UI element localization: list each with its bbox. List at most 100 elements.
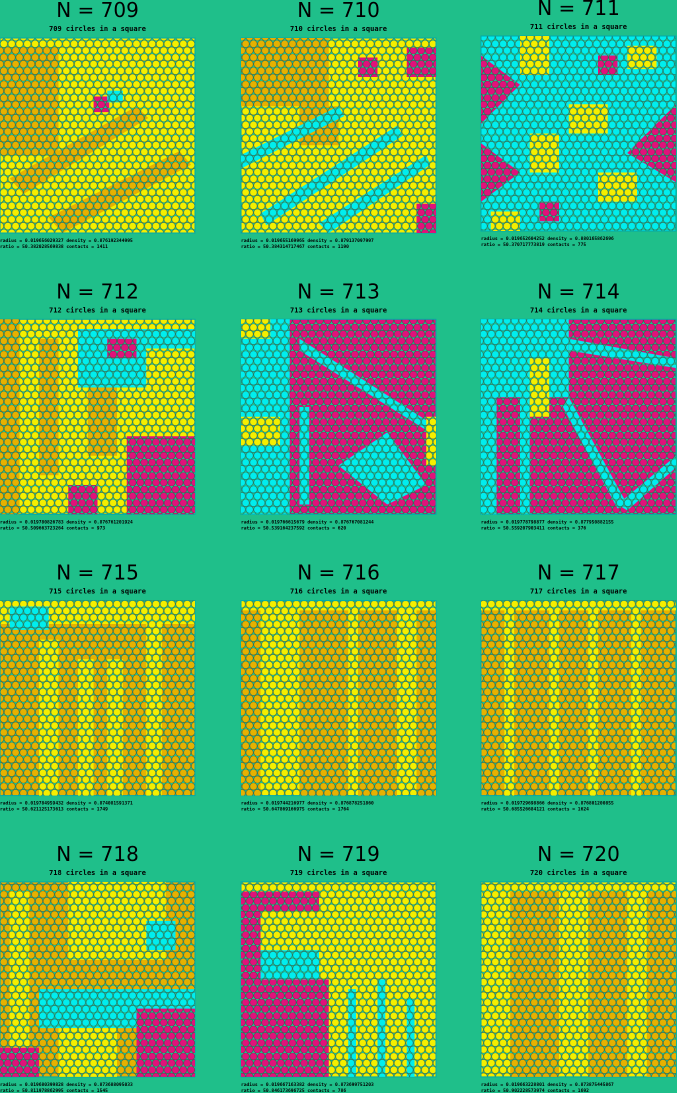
panel-title: N = 717 [537, 561, 620, 585]
circle-region [549, 600, 559, 796]
circle-region [481, 600, 676, 611]
panel: N = 714 714 circles in a square radius = 0… [480, 279, 677, 531]
stats-line: radius = 0.019784959432 density = 0.8740… [0, 801, 133, 807]
stats-line: ratio = 50.811978862995 contacts = 1545 [0, 1088, 108, 1093]
circle-region [416, 610, 436, 796]
circle-region [490, 211, 520, 231]
circle-region [481, 143, 520, 202]
circle-region [0, 1047, 39, 1077]
circle-region [260, 125, 403, 226]
panel: N = 709 709 circles in a square radius = 0… [0, 0, 196, 250]
circle-region [9, 891, 30, 1068]
panel-title: N = 715 [56, 561, 139, 585]
panel: N = 719 719 circles in a square radius = 0… [240, 842, 437, 1093]
stats-line: ratio = 50.685526684121 contacts = 1624 [481, 807, 589, 813]
circle-region [241, 610, 261, 796]
circle-region [146, 329, 195, 349]
circle-region [0, 47, 59, 155]
circle-region [588, 600, 598, 796]
packing-square [0, 600, 196, 797]
stats-line: ratio = 50.539164237592 contacts = 620 [241, 525, 346, 531]
circle-region [481, 319, 569, 398]
panel-title: N = 718 [56, 842, 139, 866]
circle-region [58, 1028, 117, 1077]
panel: N = 715 715 circles in a square radius = 0… [0, 561, 196, 813]
circle-region [520, 397, 530, 515]
circle-region [93, 96, 110, 113]
circle-region [481, 397, 497, 515]
circle-region [107, 338, 137, 359]
panel-title: N = 714 [537, 279, 620, 303]
circle-region [588, 891, 628, 1077]
panel-subtitle: 712 circles in a square [49, 306, 146, 314]
circle-region [406, 47, 436, 77]
stats-line: radius = 0.019778798877 density = 0.8779… [481, 519, 614, 525]
circle-region [241, 319, 271, 339]
panel-subtitle: 714 circles in a square [530, 306, 627, 314]
panel-title: N = 710 [297, 0, 380, 22]
circle-region [260, 891, 319, 912]
panel: N = 713 713 circles in a square radius = 0… [240, 279, 437, 531]
circle-region [504, 600, 515, 796]
panel: N = 717 717 circles in a square radius = 0… [480, 561, 677, 813]
panel-title: N = 720 [537, 842, 620, 866]
stats-line: radius = 0.019652604252 density = 0.8801… [481, 236, 614, 242]
stats-line: radius = 0.019780826783 density = 0.8767… [0, 519, 133, 525]
circle-region [510, 891, 559, 1077]
circle-region [416, 203, 436, 233]
stats-line: radius = 0.019655169965 density = 0.8791… [241, 238, 374, 244]
circle-region [39, 338, 59, 476]
panel-title: N = 716 [297, 561, 380, 585]
circle-region [260, 950, 319, 980]
stats-line: radius = 0.019729698866 density = 0.8768… [481, 801, 614, 807]
panel-subtitle: 719 circles in a square [290, 869, 387, 877]
stats-line: radius = 0.019656029327 density = 0.8761… [0, 238, 133, 244]
circle-region [39, 639, 59, 796]
panel-subtitle: 709 circles in a square [49, 25, 146, 33]
circle-region [319, 155, 431, 233]
panel-title: N = 712 [56, 279, 139, 303]
stats-line: radius = 0.019766615679 density = 0.8767… [241, 519, 374, 525]
stats-line: ratio = 50.846173696725 contacts = 786 [241, 1088, 346, 1093]
panel-subtitle: 715 circles in a square [49, 588, 146, 596]
panel-title: N = 719 [297, 842, 380, 866]
circle-region [299, 407, 310, 505]
panel-subtitle: 720 circles in a square [530, 869, 627, 877]
circle-region [598, 55, 618, 75]
circle-region [481, 55, 520, 124]
circle-region [646, 891, 676, 1077]
stats-line: ratio = 50.902228573974 contacts = 1692 [481, 1088, 589, 1093]
circle-region [241, 106, 345, 169]
stats-line: radius = 0.019663228801 density = 0.8738… [481, 1082, 614, 1088]
circle-region [9, 606, 49, 630]
stats-line: ratio = 50.384314717467 contacts = 1190 [241, 244, 349, 250]
panel: N = 710 710 circles in a square radius = 0… [240, 0, 437, 250]
panel-title: N = 709 [56, 0, 139, 22]
circle-region [78, 659, 94, 796]
panel-subtitle: 711 circles in a square [530, 23, 627, 31]
circle-region [146, 920, 176, 951]
circle-region [241, 38, 329, 107]
stats-line: ratio = 50.370717773819 contacts = 775 [481, 242, 586, 248]
circle-region [338, 432, 427, 505]
circle-region [146, 600, 162, 796]
circle-region [107, 90, 123, 103]
circle-region [9, 106, 149, 194]
stats-line: ratio = 50.382028569838 contacts = 1411 [0, 244, 108, 250]
circle-region [48, 151, 192, 233]
circle-region [358, 57, 378, 77]
circle-region [520, 36, 550, 75]
circle-region [68, 485, 98, 515]
circle-region [241, 979, 329, 1077]
circle-region [568, 338, 676, 369]
circle-region [126, 436, 195, 515]
circle-region [358, 610, 397, 796]
panel-title: N = 713 [297, 279, 380, 303]
circle-region [529, 133, 559, 173]
circle-region [299, 338, 436, 437]
circle-region [299, 610, 349, 796]
circle-region [562, 397, 628, 509]
circle-region [627, 104, 676, 183]
circle-region [348, 989, 357, 1077]
